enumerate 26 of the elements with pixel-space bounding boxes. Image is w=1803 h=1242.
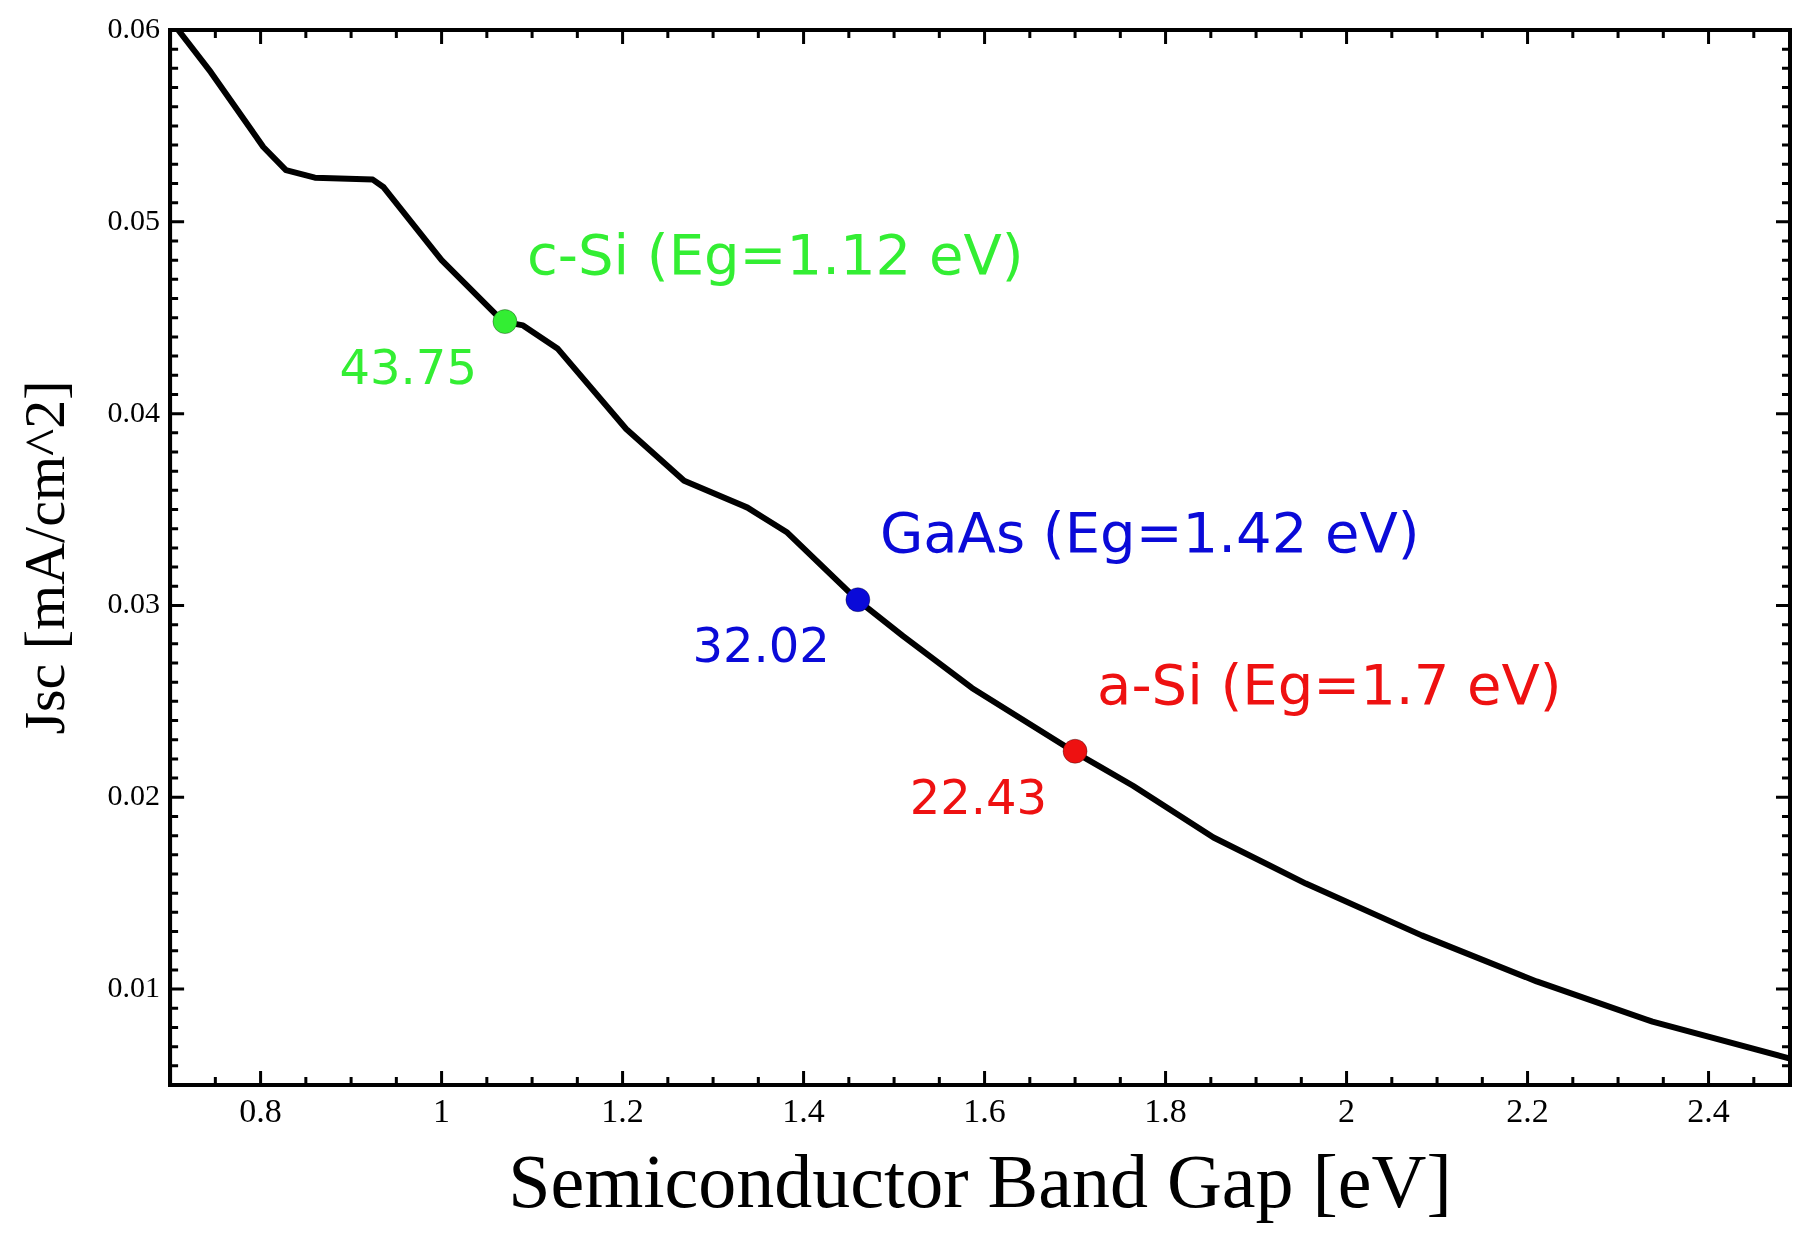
x-tick-label: 2.4 [1687,1092,1730,1130]
y-tick-label: 0.03 [107,586,161,620]
y-tick-label: 0.04 [107,394,161,428]
x-tick-label: 1.6 [963,1092,1006,1130]
series-label: c-Si (Eg=1.12 eV) [526,222,1024,288]
y-tick-label: 0.01 [107,969,161,1003]
x-tick-label: 1 [433,1092,451,1130]
y-tick-label: 0.06 [107,10,161,44]
x-tick-label: 2 [1338,1092,1356,1130]
x-tick-label: 0.8 [239,1092,282,1130]
x-tick-label: 1.4 [782,1092,825,1130]
series-label: GaAs (Eg=1.42 eV) [879,500,1420,566]
x-axis-title: Semiconductor Band Gap [eV] [508,1139,1452,1224]
y-axis-title: Jsc [mA/cm^2] [12,380,78,735]
annotation: 22.43 [909,768,1048,825]
annotation: 32.02 [692,617,830,674]
point [1062,738,1088,764]
y-tick-label: 0.05 [107,202,161,236]
point [845,587,871,613]
x-tick-label: 1.2 [601,1092,644,1130]
series-label: a-Si (Eg=1.7 eV) [1097,651,1562,717]
annotation: 43.75 [339,339,477,396]
y-tick-label: 0.02 [107,778,161,812]
x-tick-label: 1.8 [1144,1092,1187,1130]
x-tick-label: 2.2 [1506,1092,1549,1130]
point [492,309,518,335]
